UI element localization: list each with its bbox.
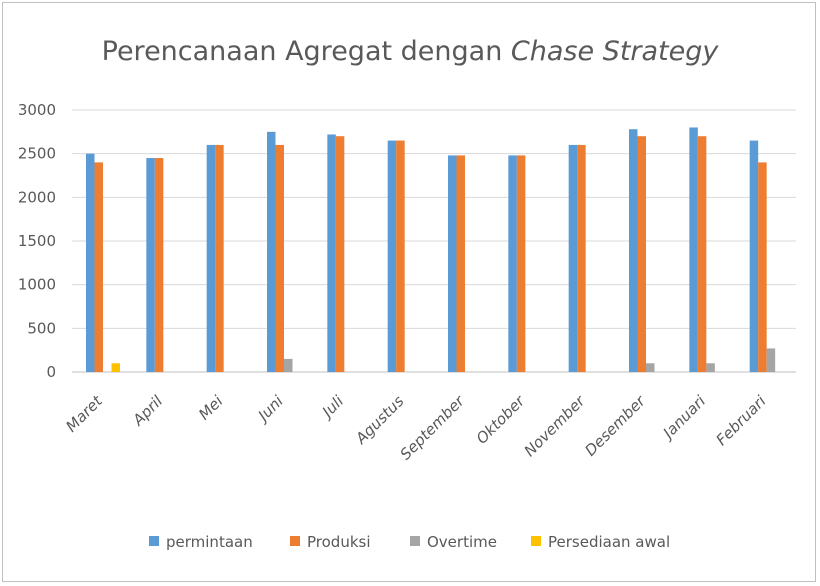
x-tick-label: Januari [657, 392, 709, 444]
legend-swatch [410, 536, 420, 546]
y-tick-label: 500 [27, 319, 56, 337]
bar-produksi [758, 162, 767, 372]
bar-produksi [516, 155, 526, 372]
bar-produksi [637, 136, 646, 372]
legend-item: Overtime [410, 533, 497, 551]
bar-overtime [706, 363, 715, 372]
bar-produksi [154, 158, 164, 372]
legend-label: permintaan [166, 533, 253, 551]
y-tick-label: 1000 [18, 276, 56, 294]
x-tick-label: Juni [252, 392, 287, 427]
gridlines [72, 109, 796, 373]
x-tick-label: Maret [62, 391, 106, 435]
y-tick-label: 0 [46, 363, 56, 381]
x-tick-label: Juli [317, 392, 348, 423]
bar-permintaan [629, 129, 638, 372]
legend-label: Produksi [307, 533, 371, 551]
y-tick-label: 1500 [18, 232, 56, 250]
legend-item: Produksi [290, 533, 371, 551]
bar-permintaan [86, 153, 95, 372]
bar-produksi [456, 155, 465, 372]
x-tick-label: September [396, 392, 468, 464]
chart-title: Perencanaan Agregat dengan Chase Strateg… [102, 36, 720, 67]
x-tick-label: Agustus [351, 392, 407, 448]
bar-permintaan [327, 134, 336, 372]
legend-swatch [149, 536, 159, 546]
chart-title-italic: Chase Strategy [511, 36, 719, 67]
x-tick-label: November [521, 392, 589, 460]
bar-permintaan [267, 131, 276, 372]
chart-title-main: Perencanaan Agregat dengan [102, 36, 511, 67]
y-tick-label: 3000 [18, 101, 56, 119]
legend-item: permintaan [149, 533, 253, 551]
bar-overtime [646, 363, 655, 372]
bar-permintaan [206, 144, 216, 372]
legend: permintaan Produksi Overtime Persediaan awa… [149, 533, 670, 551]
x-tick-label: Mei [195, 392, 227, 424]
x-tick-label: Februari [713, 392, 771, 450]
bar-persediaan-awal [111, 363, 120, 372]
bar-produksi [697, 136, 707, 372]
bar-overtime [766, 348, 776, 372]
legend-swatch [290, 536, 300, 546]
bar-permintaan [146, 158, 155, 372]
y-tick-label: 2000 [18, 188, 56, 206]
bar-produksi [396, 140, 405, 372]
bar-produksi [577, 144, 586, 372]
y-tick-label: 2500 [18, 145, 56, 163]
bar-permintaan [568, 144, 578, 372]
bar-permintaan [689, 127, 698, 372]
bar-overtime [284, 358, 293, 372]
legend-label: Overtime [427, 533, 497, 551]
bar-permintaan [448, 155, 457, 372]
bar-permintaan [387, 140, 397, 372]
bar-produksi [215, 144, 224, 372]
bar-produksi [335, 136, 345, 372]
legend-swatch [531, 536, 541, 546]
bars [86, 127, 776, 372]
legend-label: Persediaan awal [548, 533, 670, 551]
x-tick-label: Oktober [473, 392, 529, 448]
x-tick-label: Desember [581, 392, 649, 460]
bar-permintaan [508, 155, 517, 372]
bar-permintaan [749, 140, 759, 372]
bar-produksi [94, 162, 103, 372]
y-axis-ticks: 0 500 1000 1500 2000 2500 3000 [18, 101, 56, 381]
x-tick-label: April [128, 392, 166, 430]
legend-item: Persediaan awal [531, 533, 670, 551]
bar-produksi [275, 144, 284, 372]
